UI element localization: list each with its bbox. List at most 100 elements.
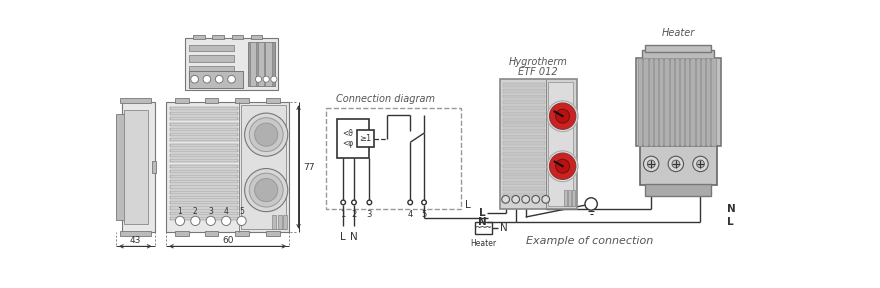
- Bar: [116, 114, 125, 220]
- Bar: [212, 35, 224, 39]
- Circle shape: [254, 179, 278, 202]
- Text: 5: 5: [422, 210, 427, 219]
- Bar: [170, 196, 238, 199]
- Bar: [186, 38, 278, 90]
- Bar: [267, 98, 280, 103]
- Text: N: N: [350, 232, 358, 242]
- Bar: [706, 58, 710, 146]
- Bar: [691, 58, 694, 146]
- Bar: [170, 159, 238, 162]
- Bar: [170, 118, 238, 120]
- Text: L: L: [727, 217, 733, 228]
- Bar: [267, 231, 280, 236]
- Bar: [122, 102, 155, 232]
- Bar: [502, 95, 545, 98]
- Text: Example of connection: Example of connection: [526, 236, 653, 246]
- Bar: [175, 231, 189, 236]
- Bar: [170, 191, 238, 194]
- Bar: [502, 187, 545, 191]
- Bar: [205, 231, 218, 236]
- Bar: [170, 123, 238, 126]
- Text: ~: ~: [474, 223, 481, 232]
- Circle shape: [522, 196, 530, 203]
- Circle shape: [556, 109, 569, 123]
- Circle shape: [585, 198, 598, 210]
- Text: L: L: [341, 232, 346, 242]
- Circle shape: [668, 156, 684, 172]
- Bar: [258, 42, 264, 86]
- Circle shape: [352, 200, 356, 205]
- Bar: [675, 58, 679, 146]
- Text: 1: 1: [503, 187, 508, 193]
- Bar: [170, 112, 238, 115]
- Bar: [502, 181, 545, 185]
- Circle shape: [648, 160, 655, 168]
- Bar: [502, 175, 545, 179]
- Bar: [337, 119, 370, 158]
- Text: ≥1: ≥1: [359, 134, 371, 143]
- Circle shape: [549, 153, 576, 179]
- Bar: [189, 71, 243, 88]
- Text: 3: 3: [209, 207, 213, 216]
- Bar: [278, 215, 282, 229]
- Bar: [664, 58, 669, 146]
- Bar: [670, 58, 674, 146]
- Bar: [645, 45, 711, 52]
- Circle shape: [271, 76, 277, 82]
- Bar: [170, 154, 238, 157]
- Bar: [502, 118, 545, 122]
- Circle shape: [422, 200, 427, 205]
- Text: N: N: [500, 223, 508, 233]
- Text: Heater: Heater: [662, 29, 695, 38]
- Bar: [475, 222, 492, 234]
- Bar: [124, 110, 149, 224]
- Bar: [548, 82, 574, 206]
- Bar: [152, 161, 156, 173]
- Circle shape: [643, 156, 659, 172]
- Text: 1: 1: [341, 210, 346, 219]
- Bar: [231, 35, 243, 39]
- Bar: [642, 50, 715, 59]
- Bar: [645, 184, 711, 196]
- Circle shape: [547, 151, 578, 182]
- Text: 43: 43: [129, 236, 141, 245]
- Text: 5: 5: [544, 187, 548, 193]
- Text: ~: ~: [479, 223, 486, 232]
- Bar: [170, 201, 238, 204]
- Bar: [659, 58, 664, 146]
- Bar: [193, 35, 205, 39]
- Bar: [236, 98, 249, 103]
- Bar: [189, 66, 234, 72]
- Text: Heater: Heater: [470, 239, 496, 248]
- Bar: [502, 83, 545, 87]
- Bar: [649, 58, 653, 146]
- Bar: [170, 212, 238, 215]
- Bar: [120, 98, 150, 103]
- Bar: [502, 147, 545, 150]
- Bar: [564, 190, 568, 206]
- Bar: [266, 42, 272, 86]
- Circle shape: [249, 173, 283, 207]
- Circle shape: [203, 75, 211, 83]
- Bar: [236, 231, 249, 236]
- Circle shape: [341, 200, 346, 205]
- Circle shape: [502, 196, 510, 203]
- Bar: [170, 144, 238, 147]
- Bar: [572, 190, 575, 206]
- Text: 4: 4: [407, 210, 413, 219]
- Bar: [680, 58, 685, 146]
- Circle shape: [367, 200, 371, 205]
- Bar: [502, 141, 545, 145]
- Circle shape: [556, 159, 569, 173]
- Bar: [502, 106, 545, 110]
- Bar: [251, 35, 262, 39]
- Circle shape: [237, 216, 246, 226]
- Circle shape: [245, 168, 288, 212]
- Bar: [170, 133, 238, 136]
- Bar: [205, 98, 218, 103]
- Circle shape: [254, 123, 278, 146]
- Circle shape: [191, 216, 200, 226]
- Circle shape: [255, 76, 261, 82]
- Bar: [170, 175, 238, 178]
- Bar: [326, 109, 461, 209]
